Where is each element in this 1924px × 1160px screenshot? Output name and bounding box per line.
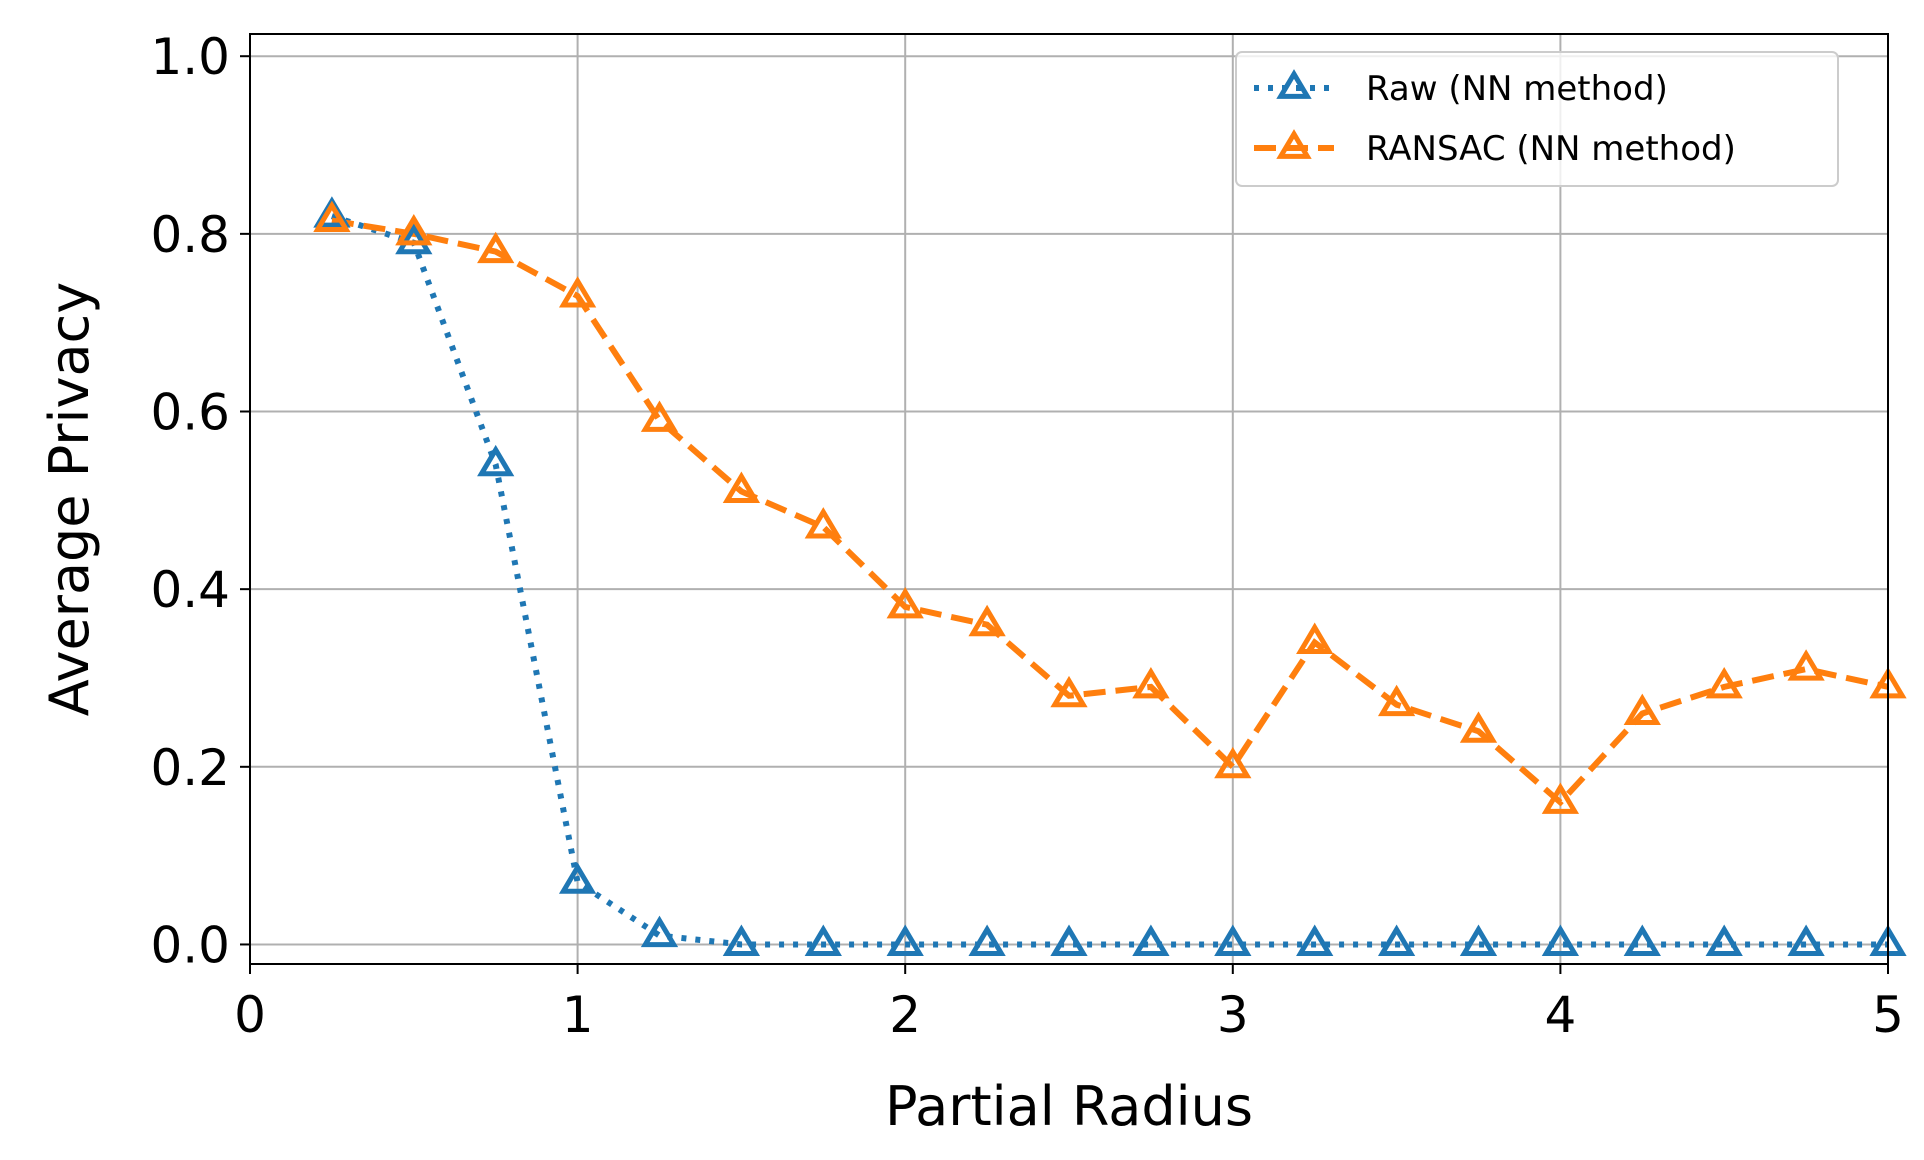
series-marker-1 xyxy=(558,276,597,308)
series-marker-1 xyxy=(1787,649,1825,681)
y-tick-label: 0.4 xyxy=(150,561,230,619)
legend-label: RANSAC (NN method) xyxy=(1366,129,1736,169)
series-marker-0 xyxy=(1705,924,1743,956)
x-tick-label: 3 xyxy=(1217,986,1249,1044)
y-axis-label: Average Privacy xyxy=(38,282,101,716)
series-marker-1 xyxy=(1377,684,1416,717)
series-marker-0 xyxy=(395,222,433,255)
series-marker-1 xyxy=(1459,711,1498,743)
legend-box xyxy=(1235,51,1839,187)
series-marker-1 xyxy=(1132,666,1170,699)
series-marker-1 xyxy=(722,471,761,503)
series-marker-0 xyxy=(1541,924,1580,956)
series-marker-1 xyxy=(1705,666,1743,699)
series-marker-0 xyxy=(968,924,1006,956)
series-marker-0 xyxy=(886,924,924,956)
series-marker-0 xyxy=(1377,924,1416,956)
x-tick-label: 2 xyxy=(889,986,921,1044)
series-marker-1 xyxy=(1214,746,1252,779)
series-marker-1 xyxy=(1050,675,1088,708)
series-marker-1 xyxy=(968,604,1006,637)
x-tick-label: 0 xyxy=(234,986,266,1044)
series-marker-1 xyxy=(1541,782,1580,814)
legend-swatch-marker-0 xyxy=(1276,69,1312,99)
series-marker-1 xyxy=(886,587,924,619)
ticks: 0 1 2 3 4 5 0.0 0.2 0.4 0.6 0.8 1.0 xyxy=(150,28,1903,1044)
series-marker-1 xyxy=(477,231,515,264)
y-tick-label: 0.0 xyxy=(150,916,230,974)
series-marker-1 xyxy=(804,507,842,539)
series-marker-1 xyxy=(1296,622,1334,654)
y-tick-label: 0.8 xyxy=(150,206,230,264)
series-marker-1 xyxy=(395,213,433,246)
plot-frame xyxy=(249,33,1889,965)
x-tick-label: 4 xyxy=(1544,986,1576,1044)
y-tick-label: 0.6 xyxy=(150,384,230,442)
x-axis-label: Partial Radius xyxy=(885,1075,1253,1138)
series-marker-0 xyxy=(1132,924,1170,956)
y-tick-label: 0.2 xyxy=(150,739,230,797)
legend-swatch-marker-1 xyxy=(1276,129,1312,159)
y-tick-label: 1.0 xyxy=(150,28,230,86)
series-marker-0 xyxy=(804,924,842,956)
series-marker-1 xyxy=(1623,693,1661,726)
series-marker-0 xyxy=(1214,924,1252,956)
series-marker-1 xyxy=(313,200,351,233)
series-marker-0 xyxy=(477,444,515,477)
x-tick-label: 1 xyxy=(562,986,594,1044)
legend-label: Raw (NN method) xyxy=(1366,69,1668,109)
series-marker-1 xyxy=(640,400,679,432)
series-markers xyxy=(313,196,1907,956)
series-marker-0 xyxy=(1623,924,1661,956)
legend: Raw (NN method) RANSAC (NN method) xyxy=(1235,51,1839,187)
series-marker-0 xyxy=(1459,924,1498,956)
x-tick-label: 5 xyxy=(1872,986,1904,1044)
series-marker-0 xyxy=(1296,924,1334,956)
series-marker-0 xyxy=(1050,924,1088,956)
series-marker-0 xyxy=(722,924,761,956)
series-marker-0 xyxy=(640,915,679,948)
series-marker-0 xyxy=(558,862,597,894)
series-marker-0 xyxy=(1787,924,1825,956)
